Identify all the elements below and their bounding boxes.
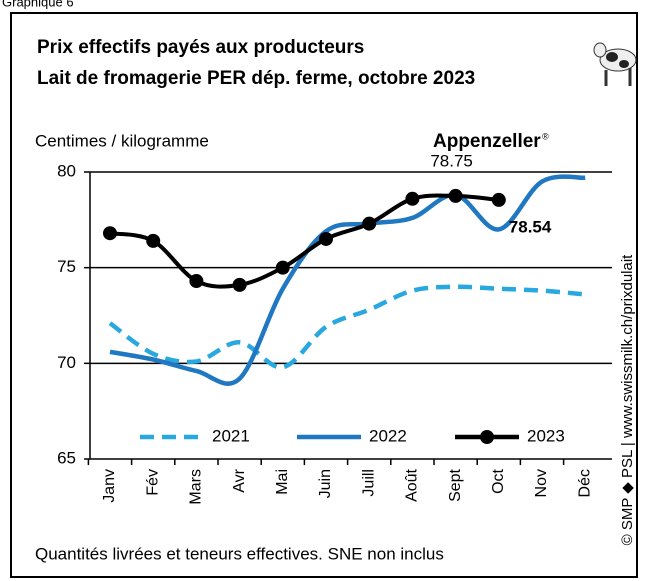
marker (362, 216, 377, 231)
marker (319, 231, 333, 246)
series-line (109, 193, 499, 289)
x-tick-label: Avr (231, 468, 248, 492)
x-tick-label: Juill (360, 469, 377, 497)
marker (189, 274, 204, 289)
data-label: 78.54 (509, 217, 552, 236)
marker (232, 277, 247, 292)
legend-marker (480, 430, 494, 444)
y-tick-label: 70 (57, 353, 76, 372)
x-tick-label: Juin (317, 469, 334, 498)
y-tick-label: 75 (57, 257, 76, 276)
source: © SMP ◆ PSL | www.swissmilk.ch/prixdulai… (619, 254, 636, 546)
frame (10, 12, 638, 578)
y-tick-label: 65 (57, 448, 76, 467)
x-tick-label: Sept (447, 468, 464, 501)
marker (275, 260, 290, 275)
legend-label: 2022 (369, 426, 407, 445)
marker (405, 191, 420, 206)
label-bg (415, 152, 496, 170)
x-tick-label: Fév (144, 469, 161, 496)
cow-icon (593, 42, 637, 86)
legend-label: 2023 (527, 426, 565, 445)
series-line (109, 174, 586, 386)
marker (146, 233, 161, 248)
marker (448, 188, 463, 203)
footnote: Quantités livrées et teneurs effectives.… (35, 544, 444, 563)
x-tick-label: Mai (274, 469, 291, 495)
x-tick-label: Déc (576, 469, 593, 497)
legend-label: 2021 (212, 426, 250, 445)
x-tick-label: Oct (490, 468, 507, 493)
series-line (108, 284, 586, 370)
brand-mark: ® (542, 131, 549, 141)
chart-subtitle: Lait de fromagerie PER dép. ferme, octob… (37, 68, 475, 89)
x-tick-label: Nov (533, 469, 550, 497)
y-axis-label: Centimes / kilogramme (35, 131, 209, 150)
x-tick-label: Mars (188, 469, 205, 505)
brand: Appenzeller (433, 131, 541, 152)
x-tick-label: Janv (101, 469, 118, 503)
chart-title: Prix effectifs payés aux producteurs (37, 37, 364, 58)
data-label: 78.75 (430, 151, 473, 170)
y-tick-label: 80 (57, 161, 76, 180)
marker (491, 192, 506, 207)
x-tick-label: Août (404, 468, 421, 501)
figure-label: Graphique 6 (2, 0, 74, 9)
marker (103, 226, 117, 241)
